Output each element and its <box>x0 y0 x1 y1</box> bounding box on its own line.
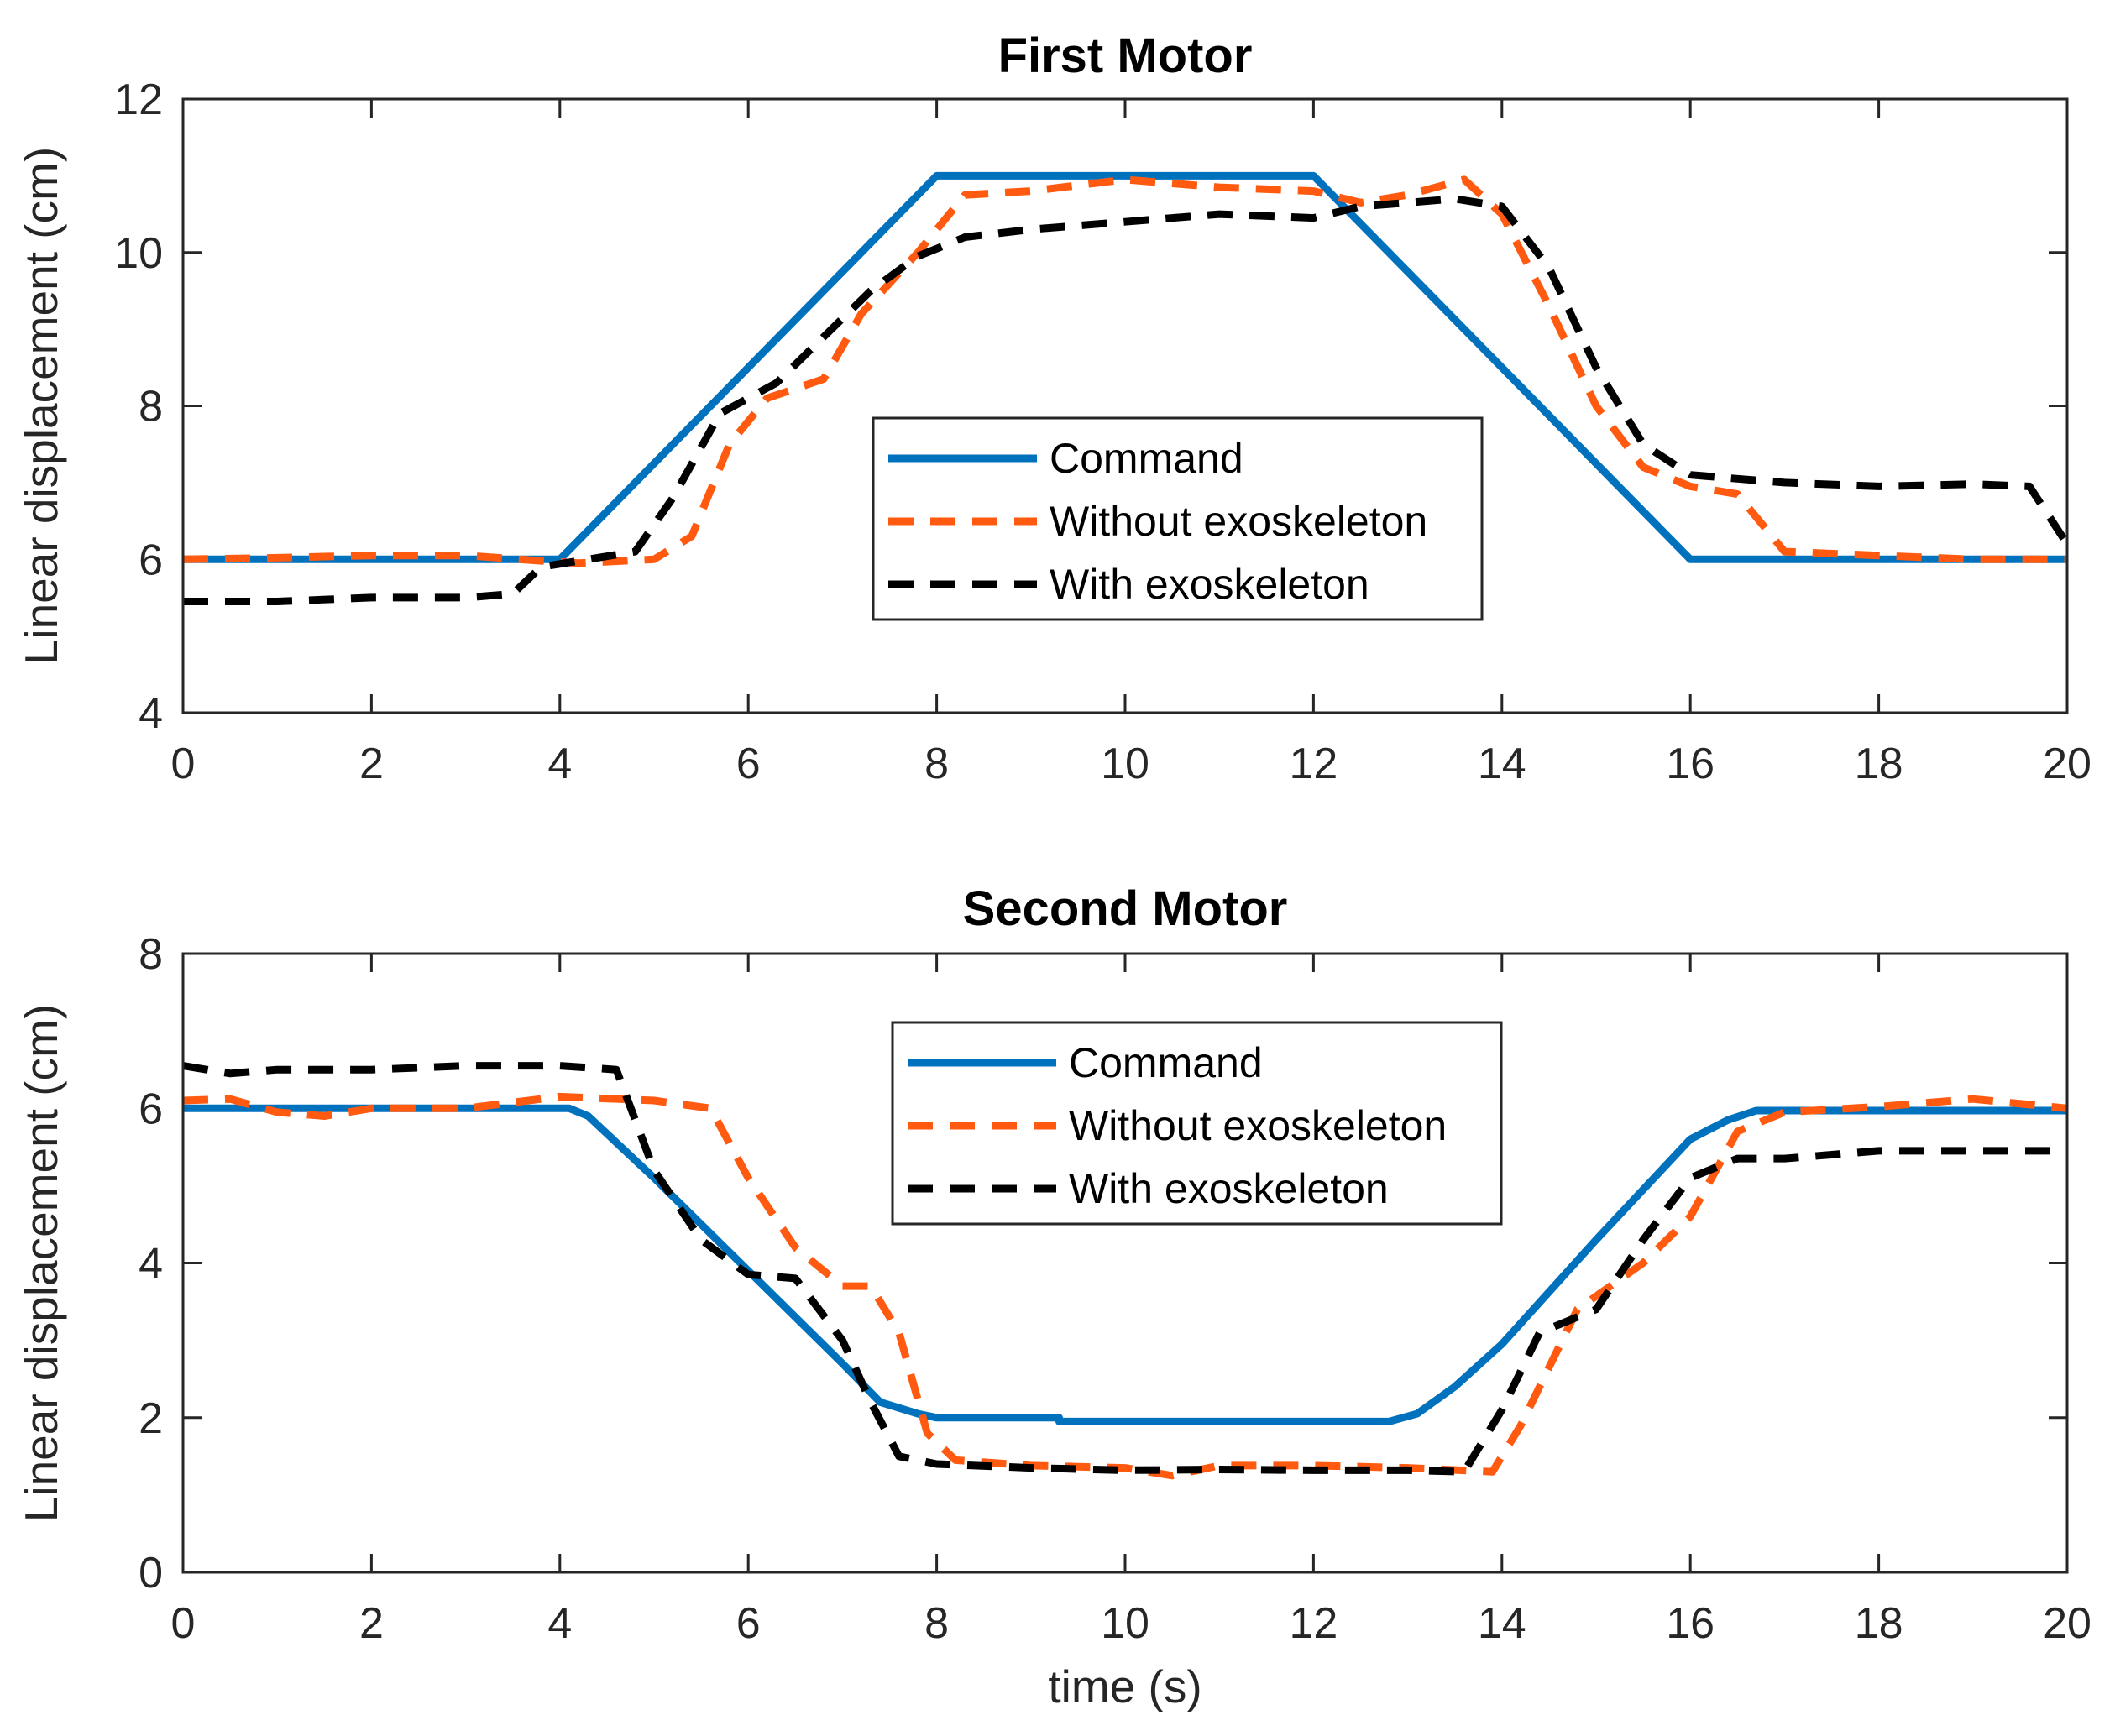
chart1-x-tick-label: 2 <box>359 740 384 788</box>
chart2-x-tick-label: 2 <box>359 1599 384 1648</box>
chart2-y-tick-label: 4 <box>139 1240 163 1289</box>
chart1-x-tick-label: 18 <box>1855 740 1903 788</box>
chart1-x-tick-label: 8 <box>924 740 949 788</box>
chart2-legend-label: Command <box>1069 1039 1263 1086</box>
chart1-y-tick-label: 8 <box>139 383 163 431</box>
chart2-legend-label: Without exoskeleton <box>1069 1102 1447 1149</box>
chart2-x-tick-label: 18 <box>1855 1599 1903 1648</box>
chart2-x-axis-label: time (s) <box>1048 1660 1201 1712</box>
chart1-legend-label: Without exoskeleton <box>1050 498 1427 545</box>
chart1-y-tick-label: 12 <box>114 76 163 124</box>
chart2-x-tick-label: 4 <box>547 1599 572 1648</box>
chart2-series-with-exoskeleton <box>183 1062 2067 1476</box>
chart1-x-tick-label: 12 <box>1289 740 1338 788</box>
chart1-y-tick-label: 10 <box>114 229 163 278</box>
chart2-x-tick-label: 14 <box>1478 1599 1526 1648</box>
chart2-x-tick-label: 10 <box>1101 1599 1149 1648</box>
chart1-series-without-exoskeleton <box>183 175 2067 567</box>
chart1-x-tick-label: 14 <box>1478 740 1526 788</box>
chart1-title: First Motor <box>998 29 1253 83</box>
chart1-axes-box <box>181 97 2069 714</box>
chart1-x-tick-label: 4 <box>547 740 572 788</box>
chart1-x-tick-label: 0 <box>171 740 196 788</box>
chart1-x-tick-label: 6 <box>736 740 761 788</box>
chart2-y-tick-label: 0 <box>139 1549 163 1597</box>
chart2-legend-label: With exoskeleton <box>1069 1165 1389 1212</box>
chart2-y-axis-label: Linear displacement (cm) <box>15 1004 67 1522</box>
chart2-x-tick-label: 0 <box>171 1599 196 1648</box>
chart1-y-axis-label: Linear displacement (cm) <box>15 147 67 665</box>
chart2-x-tick-label: 12 <box>1289 1599 1338 1648</box>
chart2-y-tick-label: 8 <box>139 930 163 979</box>
chart2-y-tick-label: 6 <box>139 1085 163 1133</box>
chart2-x-tick-label: 8 <box>924 1599 949 1648</box>
chart2-x-tick-label: 6 <box>736 1599 761 1648</box>
chart1-legend-label: Command <box>1050 435 1243 482</box>
chart2-series-without-exoskeleton <box>183 1092 2067 1480</box>
chart1-x-tick-label: 16 <box>1666 740 1715 788</box>
chart2-axes-box <box>181 952 2069 1574</box>
chart1-x-tick-label: 20 <box>2043 740 2091 788</box>
chart2-x-tick-label: 20 <box>2043 1599 2091 1648</box>
chart1-y-tick-label: 4 <box>139 689 163 738</box>
chart2-x-tick-label: 16 <box>1666 1599 1715 1648</box>
chart2-title: Second Motor <box>963 881 1288 936</box>
chart2-y-tick-label: 2 <box>139 1394 163 1443</box>
chart1-y-tick-label: 6 <box>139 536 163 584</box>
chart1-legend-label: With exoskeleton <box>1050 561 1369 608</box>
chart1-x-tick-label: 10 <box>1101 740 1149 788</box>
